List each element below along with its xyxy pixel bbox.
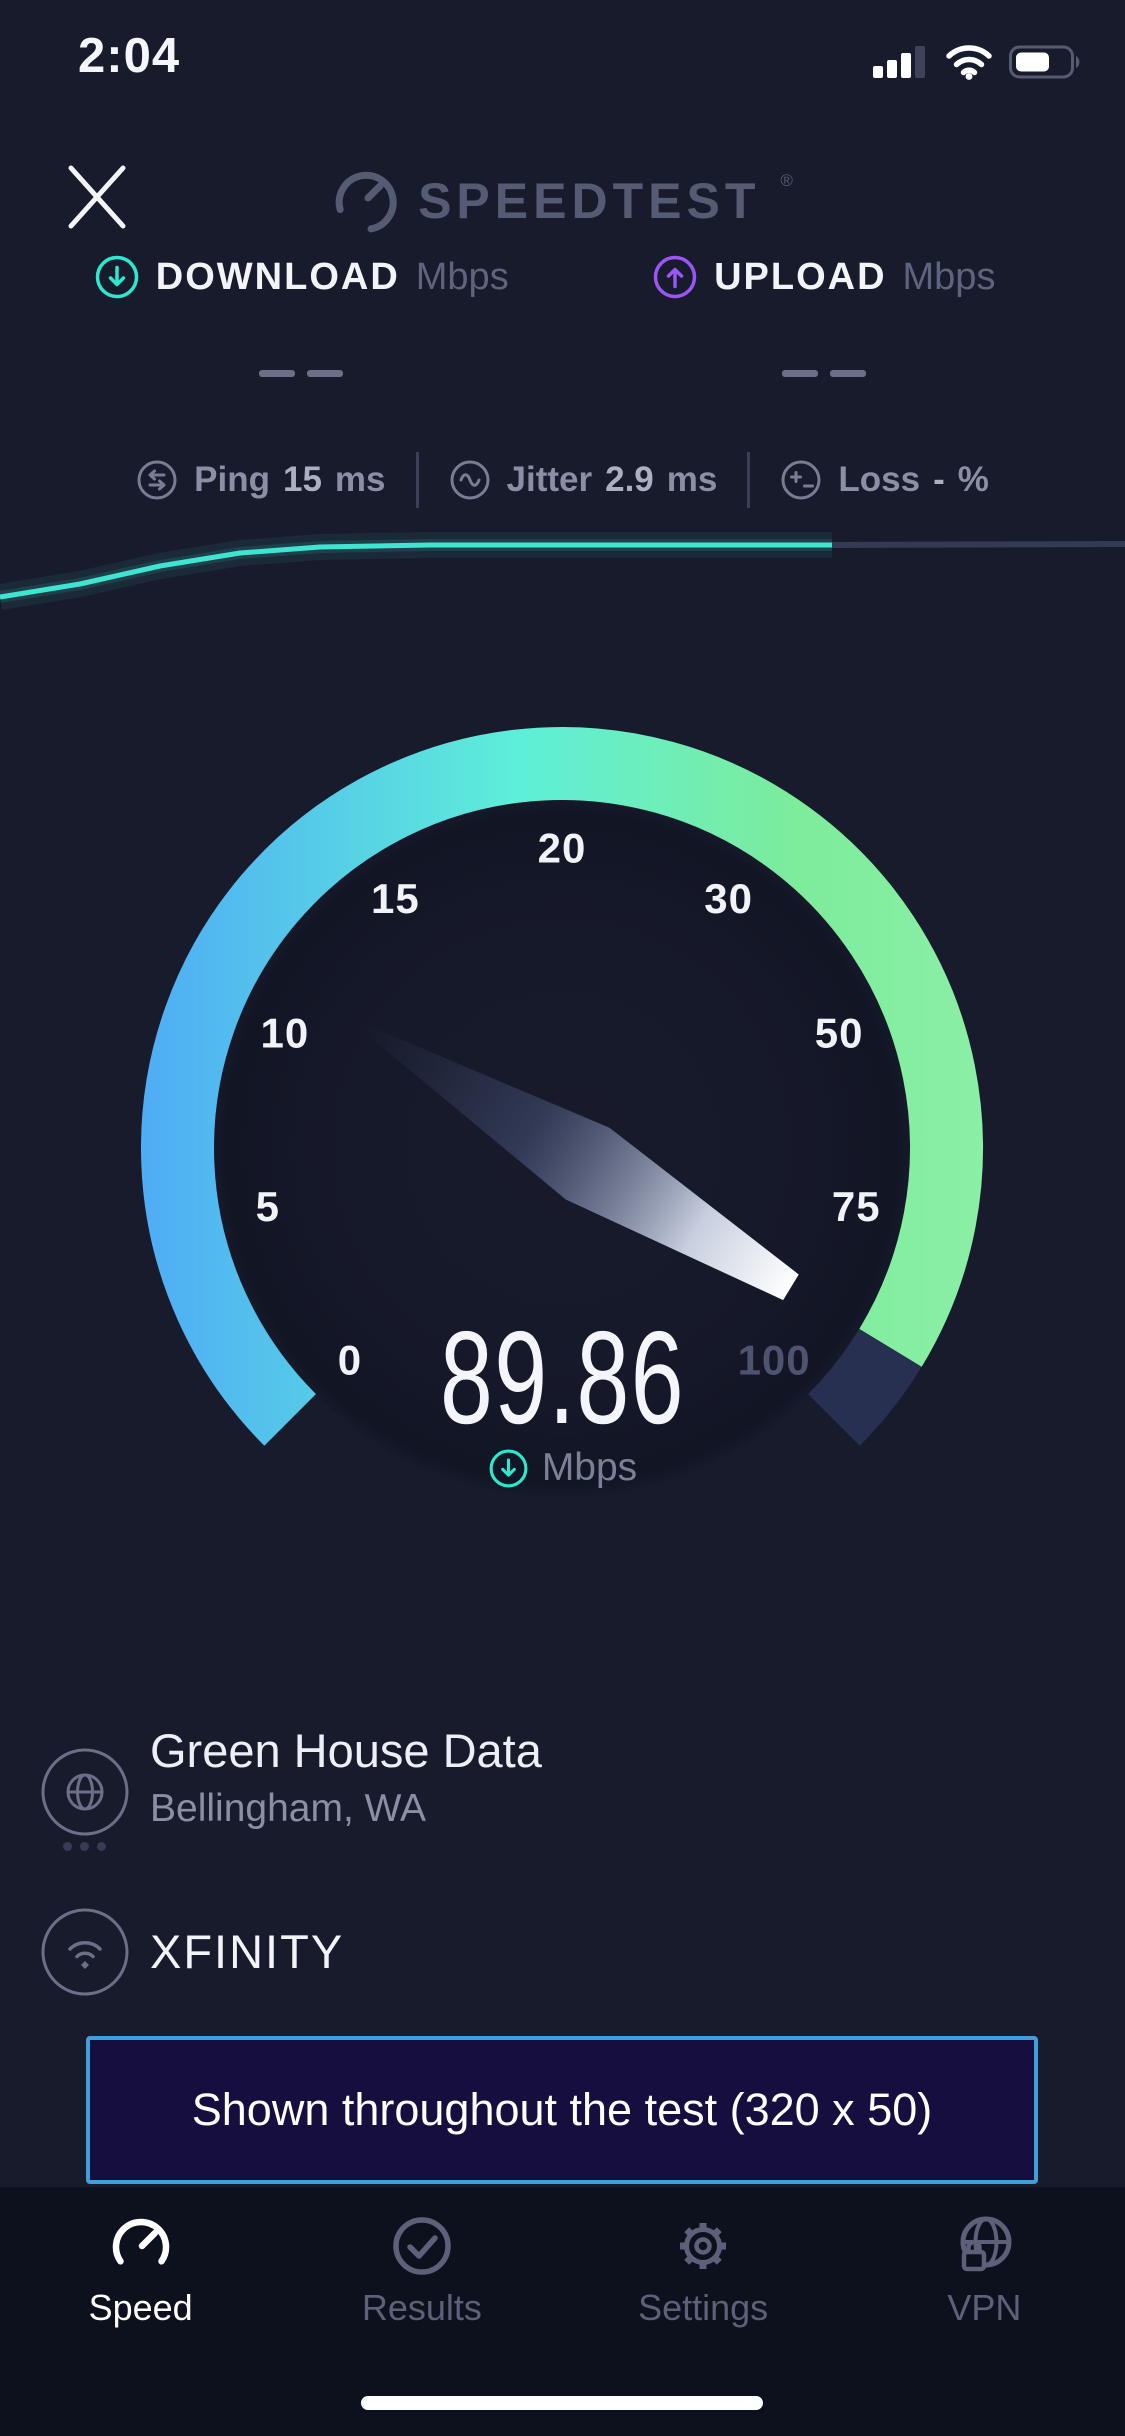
speed-unit: Mbps [541, 1446, 638, 1489]
gauge-tick-label: 100 [738, 1337, 811, 1384]
upload-placeholder [781, 370, 866, 377]
registered-mark: ® [780, 171, 793, 190]
gauge-tick-label: 10 [260, 1010, 309, 1057]
gauge-tick-label: 15 [371, 875, 420, 922]
results-check-icon [386, 2213, 458, 2279]
latency-bar: Ping 15 ms Jitter 2.9 ms [0, 452, 1125, 508]
loss-icon [780, 459, 822, 501]
speed-gauge: 0 5 10 15 20 30 50 75 100 [141, 727, 983, 1497]
logo-text: SPEEDTEST [418, 173, 761, 229]
gauge-tick-label: 50 [815, 1010, 864, 1057]
wifi-status-icon [945, 44, 993, 80]
latency-separator [747, 452, 751, 508]
ping-label: Ping [194, 460, 270, 499]
tab-settings-label: Settings [638, 2287, 769, 2328]
gauge-needle [359, 1023, 799, 1301]
jitter-icon [449, 459, 491, 501]
more-dots-icon [63, 1842, 106, 1851]
globe-icon [40, 1747, 130, 1837]
jitter-unit: ms [666, 460, 718, 499]
home-indicator[interactable] [361, 2396, 763, 2410]
gauge-tick-label: 0 [338, 1337, 362, 1384]
tab-bar: Speed Results [0, 2187, 1125, 2436]
gauge-tick-label: 75 [832, 1183, 881, 1230]
download-unit: Mbps [415, 255, 509, 298]
download-label: DOWNLOAD [155, 255, 400, 298]
gauge-band-remainder [807, 1328, 922, 1446]
tab-vpn[interactable]: VPN [844, 2187, 1125, 2436]
speedtest-logo: SPEEDTEST ® [0, 168, 1125, 234]
speed-unit-row: Mbps [0, 1446, 1125, 1490]
battery-icon [1009, 44, 1083, 80]
loss-unit: % [957, 460, 989, 499]
download-arrow-icon [488, 1448, 529, 1489]
loss-value: - [933, 460, 945, 499]
download-arrow-icon [94, 254, 140, 300]
server-name: Green House Data [150, 1724, 542, 1777]
server-row[interactable]: Green House Data Bellingham, WA [150, 1722, 542, 1834]
gauge-tick-label: 5 [256, 1183, 280, 1230]
progress-sparkline [0, 532, 1125, 610]
tab-results[interactable]: Results [281, 2187, 562, 2436]
upload-label: UPLOAD [714, 255, 887, 298]
ping-item: Ping 15 ms [136, 459, 386, 501]
close-button[interactable] [64, 163, 130, 231]
status-icons [873, 44, 1083, 80]
download-column: DOWNLOAD Mbps [40, 254, 563, 377]
tab-results-label: Results [361, 2287, 482, 2328]
ad-banner[interactable]: Shown throughout the test (320 x 50) [86, 2036, 1038, 2184]
ping-unit: ms [334, 460, 386, 499]
jitter-value: 2.9 [605, 460, 654, 499]
loss-item: Loss - % [780, 459, 989, 501]
gauge-band-value [141, 727, 983, 1446]
server-location: Bellingham, WA [150, 1787, 426, 1830]
status-time: 2:04 [78, 29, 181, 83]
jitter-item: Jitter 2.9 ms [449, 459, 718, 501]
speed-reading: 89.86 [439, 1304, 686, 1451]
tab-vpn-label: VPN [947, 2287, 1022, 2328]
tab-speed-label: Speed [88, 2287, 193, 2328]
tab-settings[interactable]: Settings [563, 2187, 844, 2436]
metrics-header: DOWNLOAD Mbps UPLOAD [0, 254, 1125, 377]
signal-icon [873, 44, 929, 80]
ad-banner-text: Shown throughout the test (320 x 50) [191, 2084, 933, 2135]
ping-value: 15 [282, 460, 322, 499]
loss-label: Loss [838, 460, 921, 499]
latency-separator [415, 452, 419, 508]
upload-unit: Mbps [902, 255, 996, 298]
jitter-label: Jitter [506, 460, 593, 499]
sparkline-remainder [831, 541, 1125, 548]
gauge-tick-label: 20 [538, 825, 587, 872]
speedtest-logo-icon [334, 168, 400, 234]
vpn-globe-lock-icon [948, 2213, 1020, 2279]
sparkline-progress [0, 542, 832, 600]
speedometer-icon [105, 2213, 177, 2279]
tab-speed[interactable]: Speed [0, 2187, 281, 2436]
upload-column: UPLOAD Mbps [563, 254, 1086, 377]
close-icon [68, 165, 126, 229]
gauge-tick-label: 30 [704, 875, 753, 922]
upload-arrow-icon [652, 254, 698, 300]
wifi-icon [40, 1907, 130, 1997]
connection-ssid: XFINITY [150, 1925, 345, 1978]
download-placeholder [259, 370, 344, 377]
ping-icon [136, 459, 178, 501]
settings-gear-icon [667, 2213, 739, 2279]
